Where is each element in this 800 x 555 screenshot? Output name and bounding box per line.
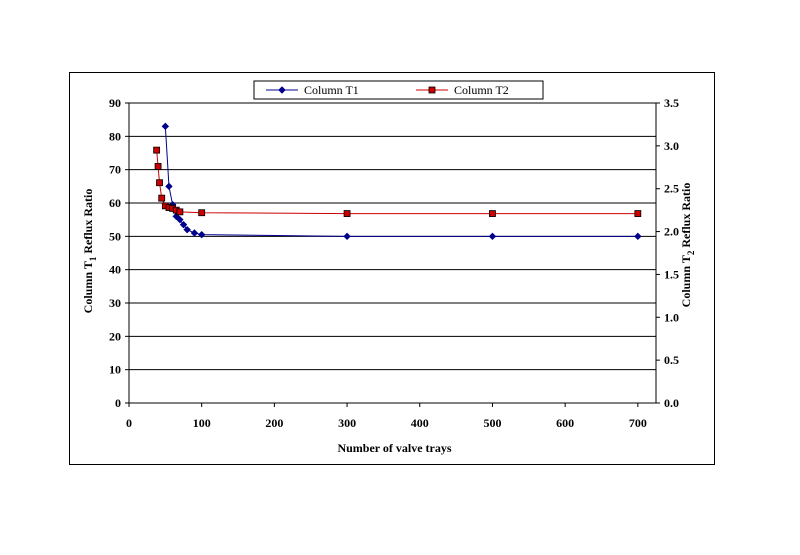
data-point — [489, 210, 496, 217]
y-right-tick-label: 2.5 — [664, 182, 679, 196]
y-right-tick-label: 0.0 — [664, 396, 679, 410]
y-left-tick-label: 40 — [109, 263, 121, 277]
data-point — [343, 232, 351, 241]
chart-frame: 0 10 20 30 40 50 60 70 80 90 0.0 0.5 1.0 1.5 2.0 2.5 3.0… — [69, 72, 715, 465]
legend-label: Column T1 — [304, 83, 359, 97]
data-point — [179, 220, 188, 229]
y-right-tick-label: 0.5 — [664, 353, 679, 367]
data-point — [161, 122, 170, 131]
data-point — [343, 210, 351, 217]
data-point — [634, 232, 642, 241]
y-right-tick-label: 2.0 — [664, 225, 679, 239]
data-point — [488, 232, 497, 241]
data-point — [156, 179, 163, 187]
x-tick-label: 400 — [411, 416, 429, 430]
x-tick-label: 100 — [193, 416, 211, 430]
x-tick-label: 200 — [265, 416, 283, 430]
y-left-tick-label: 90 — [109, 96, 121, 110]
data-point — [634, 210, 642, 217]
series-line — [156, 150, 638, 215]
y-left-tick-label: 70 — [109, 163, 121, 177]
x-tick-label: 500 — [483, 416, 501, 430]
y-right-tick-label: 3.5 — [664, 96, 679, 110]
data-point — [198, 209, 206, 217]
data-point — [197, 230, 206, 239]
y-left-tick-label: 20 — [109, 329, 121, 343]
y-left-tick-label: 50 — [109, 229, 121, 243]
series-line — [164, 126, 638, 237]
y-right-tick-label: 1.0 — [664, 310, 679, 324]
y-left-tick-label: 0 — [115, 396, 121, 410]
y-right-tick-label: 1.5 — [664, 267, 679, 281]
legend — [253, 80, 544, 100]
chart: 0 10 20 30 40 50 60 70 80 90 0.0 0.5 1.0 1.5 2.0 2.5 3.0… — [81, 80, 696, 455]
x-tick-label: 0 — [126, 416, 132, 430]
y-left-tick-label: 30 — [109, 296, 121, 310]
data-point — [183, 225, 191, 234]
data-point — [176, 208, 184, 216]
data-point — [165, 182, 173, 191]
x-axis-title: Number of valve trays — [337, 441, 451, 455]
y-left-tick-label: 10 — [109, 363, 121, 377]
y-axis-title-left: Column T1 Reflux Ratio — [81, 189, 98, 314]
legend-label: Column T2 — [454, 83, 509, 97]
x-tick-label: 700 — [629, 416, 647, 430]
data-point — [153, 146, 161, 154]
y-left-tick-label: 80 — [109, 129, 121, 143]
x-tick-label: 300 — [338, 416, 356, 430]
data-point — [158, 194, 166, 202]
x-tick-label: 600 — [556, 416, 574, 430]
data-point — [154, 163, 162, 170]
legend-marker — [428, 86, 436, 94]
y-left-tick-label: 60 — [109, 196, 121, 210]
legend-marker — [278, 86, 286, 94]
y-right-tick-label: 3.0 — [664, 139, 679, 153]
data-point — [190, 229, 199, 237]
data-point — [176, 215, 184, 224]
y-axis-title-right: Column T2 Reflux Ratio — [679, 183, 696, 308]
